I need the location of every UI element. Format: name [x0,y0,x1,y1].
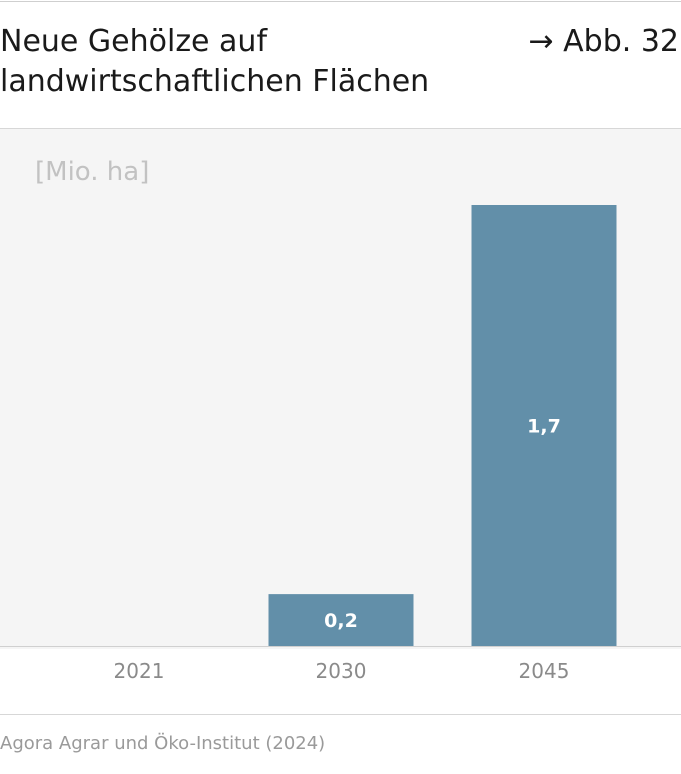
top-rule [0,1,681,2]
y-axis-unit-label: [Mio. ha] [35,157,150,187]
x-tick-label-2021: 2021 [114,659,165,683]
figure-reference-link[interactable]: → Abb. 32 [528,24,679,59]
source-note: Agora Agrar und Öko-Institut (2024) [0,733,326,754]
x-tick-label-2045: 2045 [519,659,570,683]
bar-2030 [268,594,414,646]
bar-chart: 2021 0,2 2030 1,7 2045 [0,205,681,683]
bottom-rule [0,714,681,715]
x-tick-label-2030: 2030 [316,659,367,683]
chart-title: Neue Gehölze auf landwirtschaftlichen Fl… [0,24,430,99]
bar-value-label-2030: 0,2 [324,610,358,632]
bar-value-label-2045: 1,7 [527,416,561,438]
bar-2045 [471,205,617,646]
